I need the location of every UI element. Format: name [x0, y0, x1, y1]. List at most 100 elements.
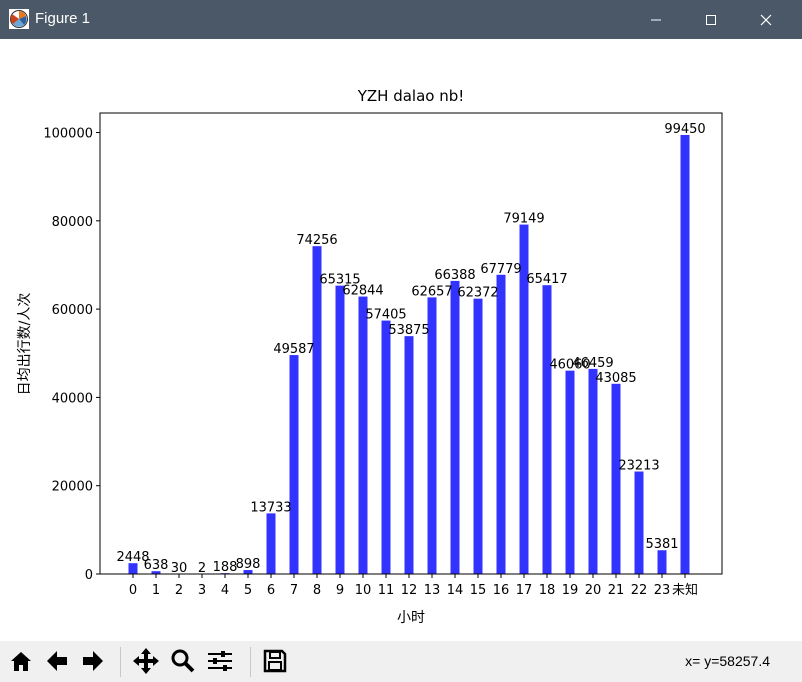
y-axis-label: 日均出行数/人次 [17, 293, 33, 396]
data-label: 638 [144, 558, 169, 573]
data-label: 79149 [503, 212, 544, 227]
x-tick-label: 16 [493, 583, 510, 598]
save-button[interactable] [260, 645, 290, 677]
maximize-button[interactable] [688, 0, 734, 39]
y-tick-label: 100000 [43, 127, 93, 142]
home-icon [11, 652, 31, 671]
bar [473, 298, 483, 574]
pan-icon [133, 648, 159, 674]
data-label: 65315 [319, 273, 360, 288]
x-tick-label: 18 [539, 583, 556, 598]
bar [611, 383, 621, 574]
cursor-coordinates: x= y=58257.4 [685, 653, 770, 669]
x-tick-label: 12 [401, 583, 418, 598]
x-axis: 0 1 2 3 4 5 6 7 8 9 10 11 12 13 14 15 16 17 18 19 20 21 22 23 未知 [129, 574, 698, 598]
data-label: 30 [171, 561, 188, 576]
toolbar-separator [120, 647, 121, 677]
data-label: 23213 [618, 459, 659, 474]
data-label: 5381 [645, 537, 678, 552]
data-label: 898 [236, 557, 261, 572]
save-icon [263, 649, 287, 673]
window-title: Figure 1 [35, 10, 91, 27]
x-tick-label: 0 [129, 583, 137, 598]
bar [565, 370, 575, 574]
x-tick-label: 8 [313, 583, 321, 598]
bar [657, 550, 667, 574]
data-label: 66388 [434, 268, 475, 283]
bar [243, 570, 253, 574]
data-label: 43085 [595, 371, 636, 386]
close-icon [760, 14, 772, 25]
data-label: 2448 [116, 550, 149, 565]
back-button[interactable] [42, 645, 72, 677]
bar [335, 285, 345, 574]
pan-button[interactable] [131, 645, 161, 677]
bar [634, 471, 644, 574]
y-tick-label: 40000 [52, 391, 93, 406]
data-label: 67779 [480, 262, 521, 277]
bar [542, 285, 552, 574]
bar [519, 224, 529, 574]
data-label: 74256 [296, 233, 337, 248]
x-tick-label: 5 [244, 583, 252, 598]
forward-arrow-icon [83, 651, 103, 671]
x-tick-label: 21 [608, 583, 625, 598]
bar [266, 513, 276, 574]
bar [496, 274, 506, 574]
x-tick-label: 13 [424, 583, 441, 598]
x-tick-label: 未知 [672, 582, 698, 598]
navigation-toolbar: x= y=58257.4 [0, 641, 802, 682]
x-tick-label: 6 [267, 583, 275, 598]
bar [151, 571, 161, 574]
data-label: 62657 [411, 284, 452, 299]
bar [427, 297, 437, 574]
y-tick-label: 80000 [52, 215, 93, 230]
x-tick-label: 1 [152, 583, 160, 598]
zoom-icon [171, 649, 195, 673]
matplotlib-app-icon [9, 9, 29, 29]
subplots-icon [208, 651, 232, 671]
x-tick-label: 3 [198, 583, 206, 598]
y-tick-label: 60000 [52, 303, 93, 318]
y-tick-label: 20000 [52, 480, 93, 495]
x-tick-label: 9 [336, 583, 344, 598]
x-tick-label: 17 [516, 583, 533, 598]
toolbar-separator [250, 647, 251, 677]
data-label: 65417 [526, 272, 567, 287]
x-tick-label: 20 [585, 583, 602, 598]
y-axis: 0 20000 40000 60000 80000 100000 [43, 127, 100, 583]
bar [358, 296, 368, 574]
x-tick-label: 22 [631, 583, 648, 598]
data-label: 62844 [342, 284, 383, 299]
forward-button[interactable] [78, 645, 108, 677]
bar [680, 134, 690, 574]
bar [381, 320, 391, 574]
home-button[interactable] [6, 645, 36, 677]
bar [404, 336, 414, 574]
x-tick-label: 23 [654, 583, 671, 598]
data-label: 57405 [365, 308, 406, 323]
subplots-button[interactable] [205, 645, 235, 677]
chart-title: YZH dalao nb! [357, 87, 465, 105]
data-label: 188 [213, 560, 238, 575]
data-label: 53875 [388, 323, 429, 338]
maximize-icon [706, 14, 716, 25]
x-tick-label: 15 [470, 583, 487, 598]
data-label: 2 [198, 561, 206, 576]
x-tick-label: 14 [447, 583, 464, 598]
zoom-button[interactable] [168, 645, 198, 677]
data-label: 99450 [664, 122, 705, 137]
x-tick-label: 4 [221, 583, 229, 598]
data-label: 46060 [549, 358, 590, 373]
minimize-button[interactable] [633, 0, 679, 39]
bar [128, 563, 138, 574]
bar [312, 246, 322, 574]
title-bar: Figure 1 [0, 0, 802, 39]
figure-canvas[interactable]: YZH dalao nb! 2448 638 30 2 188 898 13733 49587… [0, 39, 802, 641]
data-label: 46459 [572, 356, 613, 371]
close-button[interactable] [743, 0, 789, 39]
bar [289, 355, 299, 574]
bars-group [128, 134, 690, 575]
